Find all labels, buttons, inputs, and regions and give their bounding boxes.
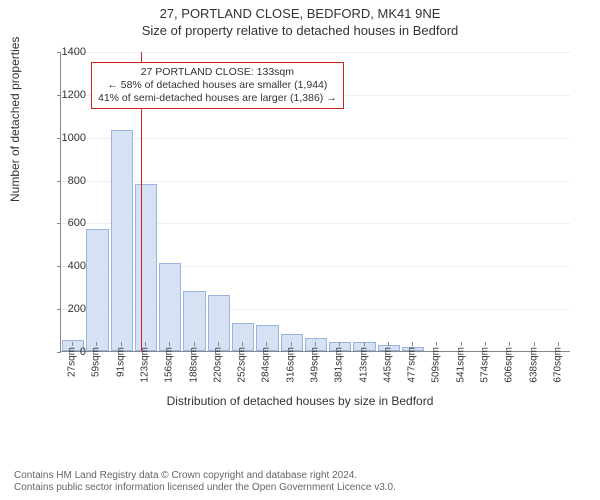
xtick-mark — [534, 342, 535, 346]
xtick-label: 638sqm — [528, 347, 539, 383]
histogram-bar — [86, 229, 108, 351]
gridline — [61, 181, 570, 182]
xtick-label: 59sqm — [91, 347, 102, 377]
xtick-label: 349sqm — [310, 347, 321, 383]
xtick-label: 413sqm — [358, 347, 369, 383]
annotation-line-2: ← 58% of detached houses are smaller (1,… — [98, 79, 337, 92]
xtick-label: 284sqm — [261, 347, 272, 383]
xtick-label: 252sqm — [237, 347, 248, 383]
xtick-mark — [558, 342, 559, 346]
xtick-mark — [96, 342, 97, 346]
plot-area: 27 PORTLAND CLOSE: 133sqm ← 58% of detac… — [60, 52, 570, 352]
xtick-mark — [242, 342, 243, 346]
xtick-label: 316sqm — [285, 347, 296, 383]
xtick-mark — [364, 342, 365, 346]
gridline — [61, 52, 570, 53]
xtick-mark — [291, 342, 292, 346]
xtick-mark — [169, 342, 170, 346]
xtick-mark — [509, 342, 510, 346]
xtick-mark — [121, 342, 122, 346]
annotation-box: 27 PORTLAND CLOSE: 133sqm ← 58% of detac… — [91, 62, 344, 109]
histogram-bar — [135, 184, 157, 351]
xtick-label: 445sqm — [382, 347, 393, 383]
ytick-label: 800 — [46, 175, 86, 187]
xtick-label: 509sqm — [431, 347, 442, 383]
annotation-line-1: 27 PORTLAND CLOSE: 133sqm — [98, 66, 337, 79]
chart-title-block: 27, PORTLAND CLOSE, BEDFORD, MK41 9NE Si… — [0, 0, 600, 38]
xtick-mark — [485, 342, 486, 346]
xtick-mark — [461, 342, 462, 346]
xtick-label: 381sqm — [334, 347, 345, 383]
xtick-mark — [339, 342, 340, 346]
annotation-line-3: 41% of semi-detached houses are larger (… — [98, 92, 337, 105]
xtick-label: 156sqm — [164, 347, 175, 383]
xtick-label: 123sqm — [140, 347, 151, 383]
x-axis-label: Distribution of detached houses by size … — [0, 394, 600, 408]
y-axis-label: Number of detached properties — [8, 37, 22, 202]
footer-attribution: Contains HM Land Registry data © Crown c… — [14, 470, 396, 494]
xtick-label: 477sqm — [407, 347, 418, 383]
ytick-label: 1000 — [46, 132, 86, 144]
footer-line-1: Contains HM Land Registry data © Crown c… — [14, 470, 396, 482]
title-line-1: 27, PORTLAND CLOSE, BEDFORD, MK41 9NE — [0, 6, 600, 21]
ytick-label: 200 — [46, 303, 86, 315]
xtick-label: 220sqm — [212, 347, 223, 383]
xtick-mark — [194, 342, 195, 346]
histogram-bar — [159, 263, 181, 351]
ytick-label: 1200 — [46, 89, 86, 101]
xtick-label: 188sqm — [188, 347, 199, 383]
xtick-mark — [145, 342, 146, 346]
title-line-2: Size of property relative to detached ho… — [0, 23, 600, 38]
xtick-mark — [266, 342, 267, 346]
xtick-mark — [315, 342, 316, 346]
histogram-chart: Number of detached properties 27 PORTLAN… — [0, 42, 600, 422]
footer-line-2: Contains public sector information licen… — [14, 482, 396, 494]
xtick-mark — [412, 342, 413, 346]
xtick-label: 27sqm — [67, 347, 78, 377]
histogram-bar — [111, 130, 133, 351]
xtick-label: 574sqm — [480, 347, 491, 383]
ytick-label: 400 — [46, 260, 86, 272]
xtick-label: 91sqm — [115, 347, 126, 377]
ytick-label: 1400 — [46, 46, 86, 58]
xtick-label: 541sqm — [455, 347, 466, 383]
xtick-label: 670sqm — [552, 347, 563, 383]
gridline — [61, 138, 570, 139]
ytick-label: 600 — [46, 217, 86, 229]
xtick-mark — [218, 342, 219, 346]
xtick-mark — [388, 342, 389, 346]
xtick-label: 606sqm — [504, 347, 515, 383]
xtick-mark — [436, 342, 437, 346]
xtick-mark — [72, 342, 73, 346]
